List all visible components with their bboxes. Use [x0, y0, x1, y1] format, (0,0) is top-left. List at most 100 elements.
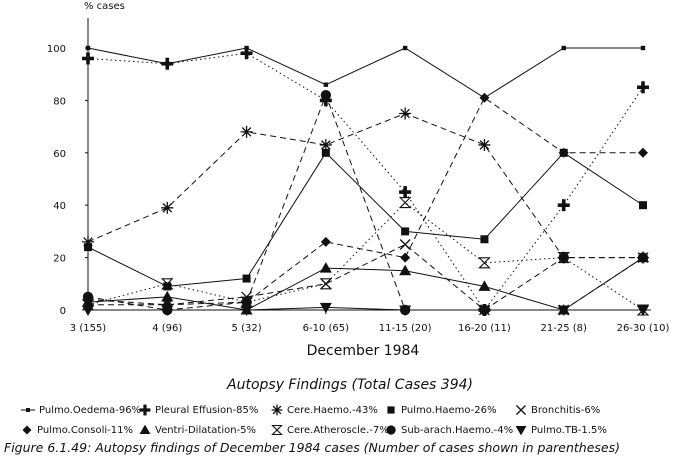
x-tick-label: 26-30 (10)	[617, 323, 670, 334]
data-point	[319, 94, 332, 107]
legend-item: Pulmo.Consoli-11%	[20, 423, 138, 437]
data-point	[387, 406, 395, 414]
y-tick-label: 20	[53, 254, 66, 265]
series-line	[87, 201, 644, 311]
series-group	[82, 107, 649, 264]
data-point	[82, 52, 94, 65]
legend-marker	[271, 424, 283, 436]
data-point	[139, 404, 151, 416]
data-point	[400, 252, 411, 263]
data-point	[161, 305, 174, 316]
legend-marker	[515, 425, 527, 436]
data-point	[515, 425, 527, 436]
x-tick-label: 4 (96)	[152, 323, 182, 334]
legend-label: Pulmo.Consoli-11%	[37, 424, 133, 436]
figure-caption: Figure 6.1.49: Autopsy findings of Decem…	[4, 440, 621, 455]
legend-item: Cere.Atheroscle.-7%	[270, 423, 389, 437]
series-line	[87, 257, 644, 311]
data-point	[637, 81, 649, 94]
series-line	[87, 112, 643, 259]
data-point	[386, 425, 396, 435]
legend-label: Pulmo.Haemo-26%	[401, 404, 497, 416]
data-point	[271, 424, 283, 436]
data-point	[557, 305, 570, 316]
legend-label: Cere.Haemo.-43%	[287, 404, 378, 416]
y-axis-label: % cases	[84, 1, 125, 12]
legend-label: Cere.Atheroscle.-7%	[287, 424, 389, 436]
legend-label: Ventri-Dilatation-5%	[155, 424, 257, 436]
series-line	[88, 306, 643, 311]
series-layer	[81, 45, 650, 316]
data-point	[160, 278, 174, 290]
data-point	[479, 92, 490, 103]
series-group	[84, 148, 647, 291]
legend-item: Sub-arach.Haemo.-4%	[384, 423, 514, 437]
data-point	[242, 274, 251, 283]
data-point	[84, 243, 92, 252]
y-tick-label: 40	[53, 201, 66, 212]
series-group	[82, 89, 649, 316]
data-point	[637, 252, 649, 263]
legend-marker	[139, 424, 151, 435]
series-group	[85, 45, 646, 100]
data-point	[398, 197, 412, 209]
data-point	[241, 296, 252, 308]
data-point	[82, 291, 94, 303]
data-point	[558, 147, 569, 158]
data-point	[478, 280, 491, 291]
data-point	[82, 235, 94, 248]
data-point	[478, 138, 491, 151]
data-point	[478, 305, 491, 316]
data-point	[319, 138, 332, 151]
data-point	[271, 404, 283, 416]
data-point	[161, 201, 174, 214]
series-line	[87, 97, 643, 306]
data-point	[637, 305, 649, 316]
data-point	[163, 282, 172, 291]
data-point	[26, 408, 30, 412]
data-point	[161, 57, 174, 70]
data-point	[240, 47, 253, 60]
legend-marker	[386, 425, 396, 435]
legend-label: Pleural Effusion-85%	[155, 404, 259, 416]
x-tick-label: 6-10 (65)	[303, 323, 350, 334]
legend-label: Bronchitis-6%	[531, 404, 601, 416]
legend-row: Pulmo.Consoli-11% Ventri-Dilatation-5% Cer…	[20, 420, 700, 440]
data-point	[639, 201, 647, 210]
y-tick-label: 100	[47, 44, 66, 55]
legend-item: Bronchitis-6%	[514, 403, 634, 417]
y-tick-label: 0	[60, 306, 66, 317]
data-point	[399, 239, 411, 250]
x-tick-label: 11-15 (20)	[379, 323, 432, 334]
x-tick-label: 3 (155)	[70, 323, 107, 334]
data-point	[399, 264, 412, 276]
series-group	[82, 47, 649, 316]
legend-title: Autopsy Findings (Total Cases 394)	[227, 377, 473, 393]
x-tick-label: 21-25 (8)	[541, 323, 588, 334]
legend-marker	[21, 408, 35, 412]
series-line	[88, 243, 644, 311]
legend-marker	[387, 406, 395, 414]
data-point	[139, 424, 151, 435]
legend-item: Cere.Haemo.-43%	[270, 403, 384, 417]
data-point	[480, 235, 489, 244]
data-point	[557, 199, 570, 212]
series-line	[87, 152, 644, 287]
series-line	[87, 52, 644, 311]
x-axis-label: December 1984	[307, 343, 420, 359]
data-point	[561, 45, 566, 51]
data-point	[399, 186, 412, 199]
series-line	[87, 47, 643, 99]
data-point	[240, 305, 253, 316]
axes: 0 20 40 60 80 100 3 (155) 4 (96) 5 (32) 6-10 (65)…	[47, 18, 670, 334]
data-point	[320, 236, 331, 247]
data-point	[319, 262, 332, 273]
legend-row: Pulmo.Oedema-96% Pleural Effusion-85% Cere…	[20, 400, 700, 420]
data-point	[319, 302, 332, 314]
series-line	[87, 93, 643, 311]
data-point	[401, 227, 410, 236]
legend-label: Pulmo.TB-1.5%	[531, 424, 607, 436]
data-point	[321, 148, 330, 157]
legend-label: Pulmo.Oedema-96%	[39, 404, 142, 416]
chart: 0 20 40 60 80 100 3 (155) 4 (96) 5 (32) 6-10 (65)…	[47, 1, 670, 359]
